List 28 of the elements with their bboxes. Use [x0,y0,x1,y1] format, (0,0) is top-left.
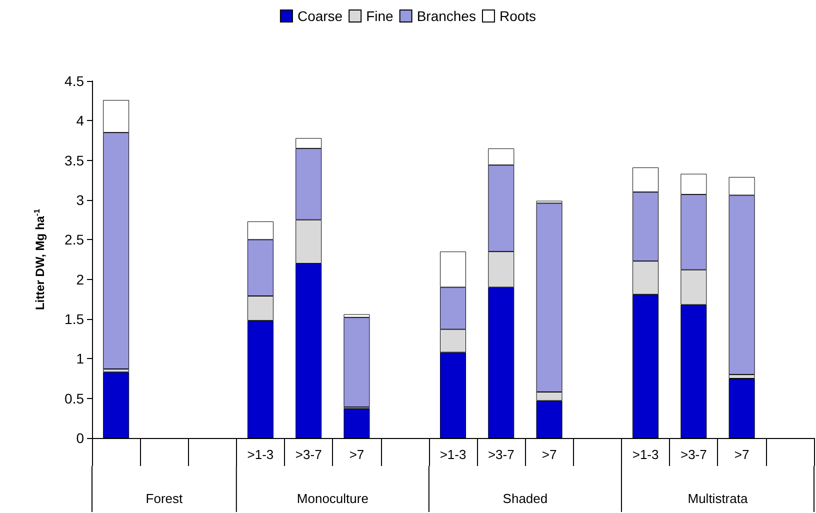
x-tick-label: >7 [734,447,750,462]
y-tick-label: 3.5 [64,152,84,168]
y-tick-label: 0 [76,430,84,446]
y-tick-label: 4.5 [64,73,84,89]
x-tick-label: >1-3 [247,447,274,462]
text: Forest [146,491,184,506]
x-tick-label: >7 [542,447,557,462]
text: Monoculture [296,491,368,506]
x-tick-label: >1-3 [632,447,659,462]
y-tick-label: 1 [76,350,84,367]
y-tick-label: 4 [76,112,84,129]
x-tick-label: >3-7 [295,447,322,462]
text: Shaded [502,491,548,506]
legend-label: Branches [416,8,476,24]
legend-label: Fine [366,8,394,24]
legend-label: Roots [499,8,536,24]
y-tick-label: 2.5 [64,232,84,248]
x-tick-label: >1-3 [440,447,466,462]
y-tick-label: 3 [76,192,84,208]
x-tick-label: >7 [349,447,364,462]
y-tick-label: 2 [76,271,84,288]
text: Multistrata [688,491,748,506]
y-axis-title: Litter DW, Mg ha-1 [32,208,47,310]
y-tick-label: 0.5 [64,390,84,406]
x-tick-label: >3-7 [680,447,707,462]
y-tick-label: 1.5 [64,311,84,327]
legend-label: Coarse [297,8,343,24]
x-tick-label: >3-7 [488,447,514,462]
